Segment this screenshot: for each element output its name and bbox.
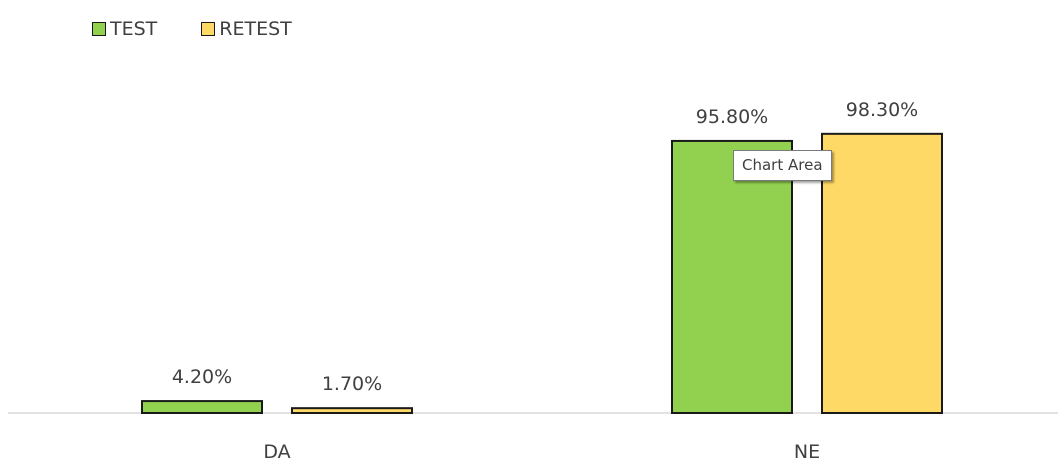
bar-retest-da[interactable]	[291, 407, 413, 414]
legend-label-retest: RETEST	[219, 18, 292, 40]
legend-swatch-retest	[201, 22, 216, 36]
bar-test-ne[interactable]	[671, 139, 793, 414]
bar-test-da[interactable]	[141, 400, 263, 414]
bar-retest-ne[interactable]	[821, 132, 943, 414]
chart-area-tooltip: Chart Area	[733, 150, 832, 181]
legend-label-test: TEST	[110, 18, 158, 40]
data-label-test-ne: 95.80%	[696, 106, 768, 128]
legend-item-test[interactable]: TEST	[92, 18, 157, 40]
legend-item-retest[interactable]: RETEST	[201, 18, 292, 40]
data-label-retest-ne: 98.30%	[846, 99, 918, 121]
legend-swatch-test	[92, 22, 106, 36]
chart-legend: TEST RETEST	[92, 18, 336, 40]
x-tick-label-da: DA	[263, 441, 290, 461]
data-label-retest-da: 1.70%	[322, 373, 382, 395]
data-label-test-da: 4.20%	[172, 366, 232, 388]
x-tick-label-ne: NE	[794, 441, 820, 461]
